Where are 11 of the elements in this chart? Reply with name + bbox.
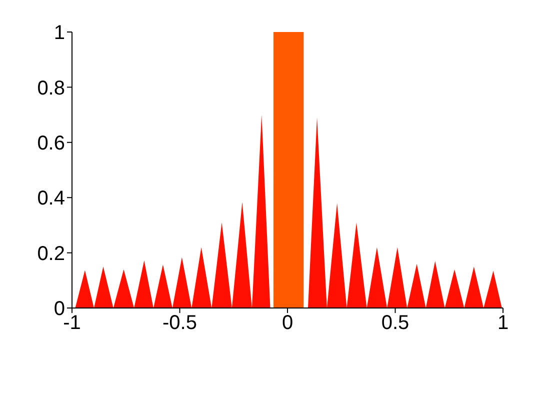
y-tick-label: 0.4: [37, 188, 65, 210]
x-tick-label: 1: [497, 312, 509, 334]
x-tick-label: 0: [282, 312, 294, 334]
x-tick-label: -1: [63, 312, 81, 334]
y-tick-label: 0.8: [37, 77, 65, 100]
y-tick-label: 1: [54, 22, 65, 44]
x-tick-label: -0.5: [162, 312, 197, 334]
x-tick-label: 0.5: [381, 312, 410, 334]
y-tick-label: 0.6: [37, 132, 65, 154]
y-tick-label: 0: [54, 298, 65, 320]
y-tick-label: 0.2: [37, 242, 65, 265]
